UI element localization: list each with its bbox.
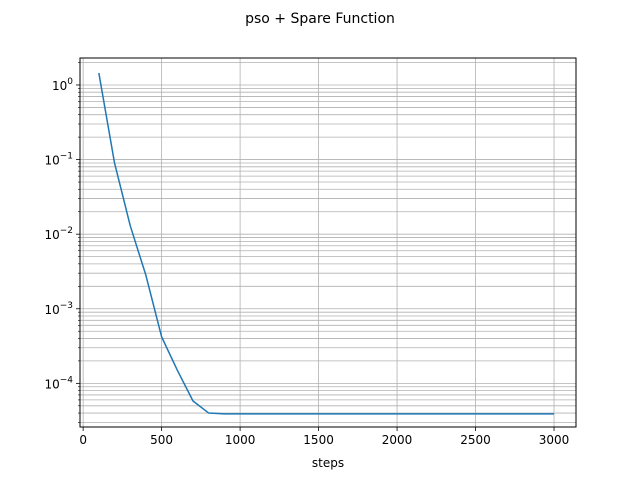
- x-tick-label: 1500: [303, 433, 334, 447]
- x-tick-label: 500: [150, 433, 173, 447]
- y-tick-label: 10−3: [44, 301, 73, 317]
- series-layer: [98, 72, 555, 415]
- x-tick-label: 2500: [460, 433, 491, 447]
- x-tick-label: 3000: [539, 433, 570, 447]
- chart-title: pso + Spare Function: [245, 11, 395, 27]
- plot-frame: [79, 57, 577, 428]
- x-tick-label: 0: [79, 433, 87, 447]
- y-tick-label: 10−2: [44, 226, 73, 242]
- x-tick-label: 1000: [225, 433, 256, 447]
- y-tick-label: 10−1: [44, 152, 73, 168]
- y-tick-label: 100: [52, 77, 73, 93]
- series-line: [98, 72, 555, 415]
- x-tick-label: 2000: [382, 433, 413, 447]
- x-axis: 0 500 1000 1500 2000 2500 3000: [79, 427, 569, 447]
- x-axis-label: steps: [312, 456, 344, 470]
- y-axis: 10−4 10−3 10−2 10−1 100: [44, 62, 80, 423]
- y-tick-label: 10−4: [44, 375, 73, 391]
- grid: [80, 58, 576, 427]
